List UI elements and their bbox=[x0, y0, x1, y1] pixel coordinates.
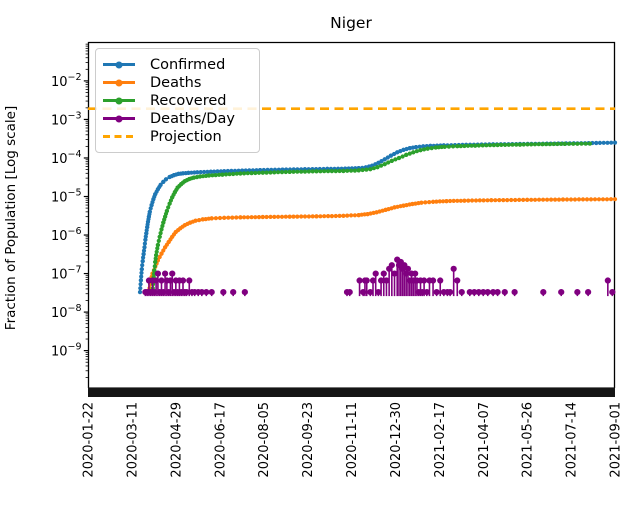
legend-line-sample-deaths bbox=[103, 79, 135, 87]
legend-line-sample-recovered bbox=[103, 97, 135, 105]
x-tick-label: 2021-05-26 bbox=[521, 402, 536, 478]
series-deaths-day bbox=[142, 256, 616, 297]
y-tick-label: 10−9 bbox=[51, 342, 82, 360]
y-tick-label: 10−3 bbox=[51, 110, 82, 128]
legend-label: Deaths/Day bbox=[150, 110, 235, 127]
x-tick-label: 2020-03-11 bbox=[125, 402, 140, 478]
y-axis-label: Fraction of Population [Log scale] bbox=[3, 106, 19, 330]
y-tick-label: 10−8 bbox=[51, 303, 82, 321]
legend-item-projection: Projection bbox=[103, 128, 251, 146]
legend-item-deaths: Deaths bbox=[103, 74, 251, 92]
x-axis-ticks: 2020-01-22 2020-03-11 2020-04-29 2020-06-17… bbox=[82, 402, 624, 478]
legend-marker-icon bbox=[115, 97, 123, 105]
legend-label: Deaths bbox=[150, 74, 202, 91]
axes-spines bbox=[87, 41, 616, 388]
x-tick-label: 2021-09-01 bbox=[609, 402, 624, 478]
legend-label: Recovered bbox=[150, 92, 227, 109]
x-tick-label: 2021-02-17 bbox=[433, 402, 448, 478]
x-axis-tick-band bbox=[88, 387, 615, 397]
legend-marker-icon bbox=[115, 61, 123, 69]
legend-line-sample-confirmed bbox=[103, 61, 135, 69]
chart-title: Niger bbox=[330, 14, 372, 32]
y-tick-label: 10−5 bbox=[51, 188, 82, 206]
legend-marker-icon bbox=[115, 115, 123, 123]
legend-dashed-line-sample bbox=[103, 135, 135, 138]
x-tick-label: 2020-01-22 bbox=[82, 402, 97, 478]
y-tick-label: 10−2 bbox=[51, 72, 82, 90]
legend: Confirmed Deaths Recovered Deaths/Day Pr… bbox=[95, 48, 260, 154]
legend-label: Confirmed bbox=[150, 56, 226, 73]
y-tick-label: 10−6 bbox=[51, 226, 82, 244]
legend-line-sample-deaths-per-day bbox=[103, 115, 135, 123]
legend-item-recovered: Recovered bbox=[103, 92, 251, 110]
legend-label: Projection bbox=[150, 128, 222, 145]
x-tick-label: 2020-06-17 bbox=[213, 402, 228, 478]
legend-item-confirmed: Confirmed bbox=[103, 56, 251, 74]
y-tick-label: 10−7 bbox=[51, 265, 82, 283]
x-tick-label: 2020-12-30 bbox=[389, 402, 404, 478]
legend-marker-icon bbox=[115, 79, 123, 87]
x-tick-label: 2021-07-14 bbox=[565, 402, 580, 478]
x-tick-label: 2021-04-07 bbox=[477, 402, 492, 478]
y-tick-label: 10−4 bbox=[51, 149, 82, 167]
legend-item-deaths-per-day: Deaths/Day bbox=[103, 110, 251, 128]
x-tick-label: 2020-04-29 bbox=[169, 402, 184, 478]
x-tick-label: 2020-11-11 bbox=[345, 402, 360, 478]
x-tick-label: 2020-09-23 bbox=[301, 402, 316, 478]
series-recovered bbox=[150, 141, 593, 295]
y-axis-ticks: 10−2 10−3 10−4 10−5 10−6 10−7 10−8 10−9 bbox=[51, 43, 88, 378]
x-tick-label: 2020-08-05 bbox=[257, 402, 272, 478]
